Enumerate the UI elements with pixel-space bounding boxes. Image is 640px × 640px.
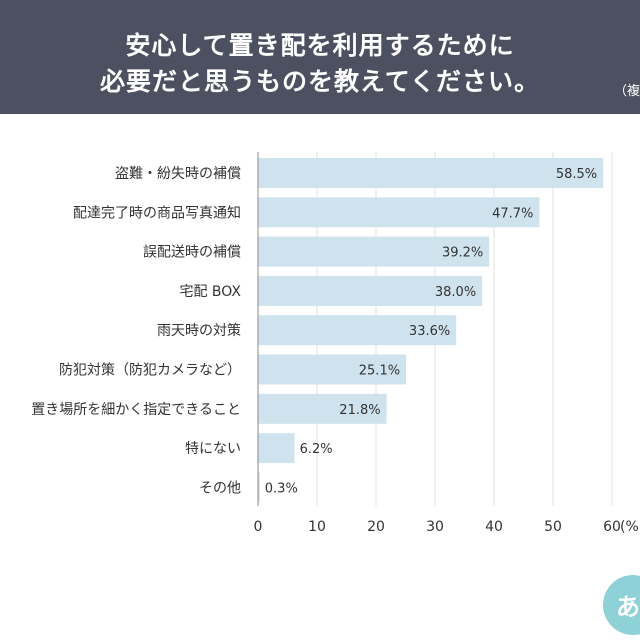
bar [258,433,295,464]
x-tick-label: 10 [308,519,326,535]
data-label: 33.6% [409,324,450,339]
category-label: 雨天時の対策 [157,322,241,339]
data-label: 0.3% [265,481,298,496]
x-tick-label: 60 [603,519,621,535]
data-label: 6.2% [300,442,333,457]
data-label: 21.8% [339,403,380,418]
chart-title-line-2: 必要だと思うものを教えてください。 [99,67,540,96]
bar [258,393,387,424]
x-tick-label: 20 [367,519,385,535]
data-label: 38.0% [435,285,476,300]
bar [258,315,457,346]
x-axis-unit: (% [620,519,639,535]
category-label: 置き場所を細かく指定できること [31,402,241,418]
category-label: 特にない [185,441,241,457]
chart-title-line-1: 安心して置き配を利用するために [125,31,515,60]
x-tick-label: 30 [426,519,444,535]
x-tick-label: 50 [544,519,562,535]
bar [258,275,483,306]
data-label: 47.7% [492,206,533,221]
bar [258,236,490,267]
x-tick-label: 40 [485,519,503,535]
header-banner: 安心して置き配を利用するために 必要だと思うものを教えてください。 （複 [0,0,640,114]
multiple-answer-note: （複 [614,84,640,99]
category-label: 誤配送時の補償 [143,245,241,261]
bar [258,354,407,385]
category-label: 盗難・紛失時の補償 [115,166,241,182]
category-label: 防犯対策（防犯カメラなど） [59,362,241,379]
category-label: その他 [199,480,241,496]
brand-logo-glyph: あ [616,593,640,621]
bar-chart: 盗難・紛失時の補償 58.5% 配達完了時の商品写真通知 47.7% 誤配送時の補償 39… [31,152,639,535]
x-tick-label: 0 [254,519,263,535]
category-label: 宅配 BOX [179,284,241,300]
data-label: 39.2% [442,246,483,261]
bar [258,472,260,503]
data-label: 58.5% [556,167,597,182]
bar [258,197,540,228]
category-label: 配達完了時の商品写真通知 [73,204,241,221]
bar [258,158,604,188]
data-label: 25.1% [359,364,400,379]
